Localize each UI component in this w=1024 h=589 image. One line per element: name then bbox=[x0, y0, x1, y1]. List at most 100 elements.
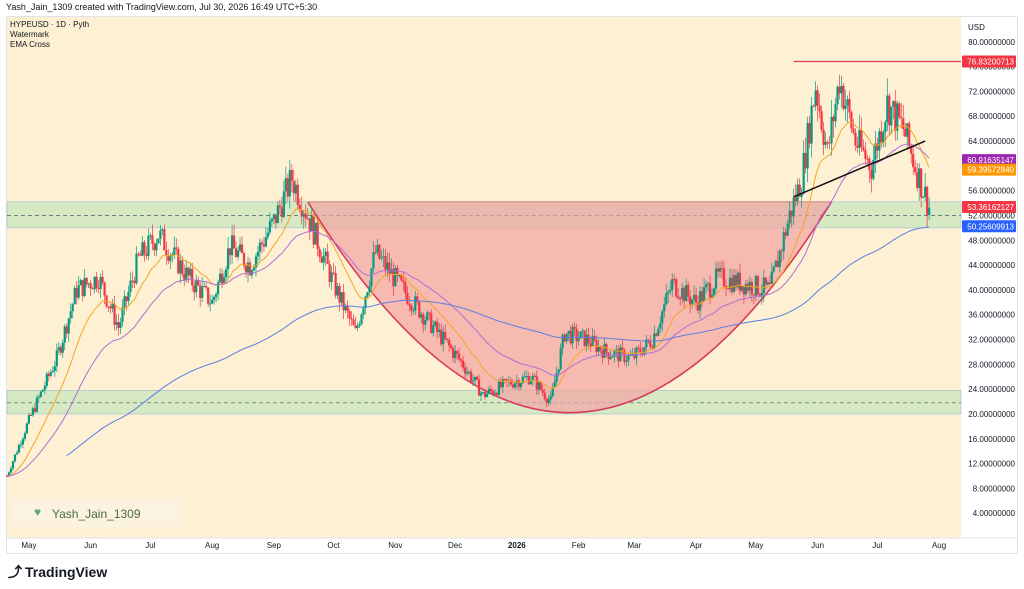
candle-body bbox=[153, 243, 156, 251]
candle-body bbox=[420, 314, 423, 318]
candle-body bbox=[730, 277, 734, 292]
x-tick-label: Mar bbox=[627, 541, 641, 550]
tradingview-logo[interactable]: ⤴ TradingView bbox=[8, 562, 107, 582]
candle-body bbox=[828, 142, 831, 144]
candle-body bbox=[432, 325, 435, 333]
candle-body bbox=[804, 152, 807, 169]
candle-body bbox=[151, 235, 154, 244]
candle-body bbox=[185, 267, 188, 280]
candle-body bbox=[424, 320, 427, 325]
candle-body bbox=[601, 350, 604, 358]
candle-body bbox=[722, 268, 726, 287]
y-tick-label: 56.00000000 bbox=[968, 187, 1015, 196]
price-tag bbox=[962, 154, 1016, 167]
candle-body bbox=[521, 376, 524, 384]
candle-body bbox=[209, 303, 212, 305]
candle-body bbox=[776, 260, 779, 268]
candle-body bbox=[663, 304, 666, 312]
candle-body bbox=[593, 335, 596, 341]
candle-body bbox=[708, 283, 712, 298]
candle-body bbox=[760, 292, 763, 296]
candle-body bbox=[302, 213, 305, 217]
candle-body bbox=[97, 287, 100, 290]
candle-body bbox=[904, 129, 907, 137]
candle-body bbox=[318, 249, 321, 257]
candle-body bbox=[193, 285, 196, 293]
candle-body bbox=[278, 205, 281, 208]
candle-body bbox=[145, 254, 148, 256]
candle-body bbox=[902, 118, 905, 130]
candle-body bbox=[358, 324, 361, 326]
candle-body bbox=[171, 254, 174, 256]
candle-body bbox=[822, 129, 825, 145]
candle-body bbox=[344, 305, 347, 311]
candle-body bbox=[519, 383, 522, 388]
candle-body bbox=[17, 445, 21, 453]
y-tick-label: 24.00000000 bbox=[968, 385, 1015, 394]
candle-body bbox=[386, 262, 389, 270]
candle-body bbox=[230, 235, 234, 256]
candle-body bbox=[228, 248, 232, 256]
candle-body bbox=[410, 305, 413, 311]
candle-body bbox=[207, 287, 210, 304]
candle-body bbox=[33, 408, 36, 412]
candle-body bbox=[73, 288, 76, 305]
candle-body bbox=[404, 282, 407, 294]
y-tick-label: 20.00000000 bbox=[968, 410, 1015, 419]
candle-body bbox=[840, 85, 843, 94]
candle-body bbox=[706, 283, 710, 285]
candle-body bbox=[531, 375, 534, 381]
candle-body bbox=[65, 326, 68, 334]
currency-label[interactable]: USD bbox=[968, 23, 985, 32]
candle-body bbox=[99, 276, 102, 290]
price-tag-label: 53.36162127 bbox=[967, 203, 1014, 212]
candle-body bbox=[191, 268, 194, 286]
chart-header: Yash_Jain_1309 created with TradingView.… bbox=[6, 2, 318, 12]
candle-body bbox=[61, 342, 64, 353]
candle-body bbox=[368, 286, 371, 293]
candle-body bbox=[816, 90, 819, 106]
neckline-trendline bbox=[793, 140, 926, 198]
candle-body bbox=[846, 99, 849, 106]
candle-body bbox=[141, 242, 144, 256]
candle-body bbox=[549, 396, 552, 400]
candle-body bbox=[465, 371, 469, 374]
y-tick-label: 48.00000000 bbox=[968, 236, 1015, 245]
candle-body bbox=[826, 141, 829, 143]
candle-body bbox=[529, 380, 532, 385]
candle-body bbox=[117, 322, 120, 328]
candle-body bbox=[788, 210, 791, 224]
candle-body bbox=[677, 296, 680, 299]
candle-body bbox=[884, 122, 887, 133]
y-tick-label: 68.00000000 bbox=[968, 112, 1015, 121]
candle-body bbox=[742, 285, 746, 295]
legend-symbol: HYPEUSD · 1D · Pyth bbox=[10, 20, 90, 29]
candle-body bbox=[573, 326, 576, 329]
candle-body bbox=[286, 178, 289, 197]
x-tick-label: Apr bbox=[690, 541, 703, 550]
candle-body bbox=[322, 255, 325, 263]
candle-body bbox=[336, 286, 339, 296]
candle-body bbox=[360, 314, 363, 325]
chart-pane[interactable] bbox=[6, 16, 1018, 554]
candle-body bbox=[242, 253, 246, 266]
candle-body bbox=[675, 279, 678, 297]
candle-body bbox=[71, 304, 74, 312]
candle-body bbox=[483, 392, 487, 398]
candle-body bbox=[762, 277, 765, 293]
candle-body bbox=[232, 235, 236, 249]
candle-body bbox=[217, 282, 220, 295]
candle-body bbox=[115, 322, 118, 325]
candle-body bbox=[926, 186, 929, 215]
candle-body bbox=[525, 376, 528, 378]
candle-body bbox=[710, 294, 714, 298]
candle-body bbox=[866, 158, 869, 160]
x-tick-label: Aug bbox=[205, 541, 219, 550]
candle-body bbox=[416, 296, 419, 302]
candle-body bbox=[266, 232, 270, 238]
x-tick-label: Jul bbox=[145, 541, 155, 550]
candle-body bbox=[820, 111, 823, 130]
candle-body bbox=[780, 250, 783, 252]
ema-fast-line bbox=[6, 121, 930, 477]
